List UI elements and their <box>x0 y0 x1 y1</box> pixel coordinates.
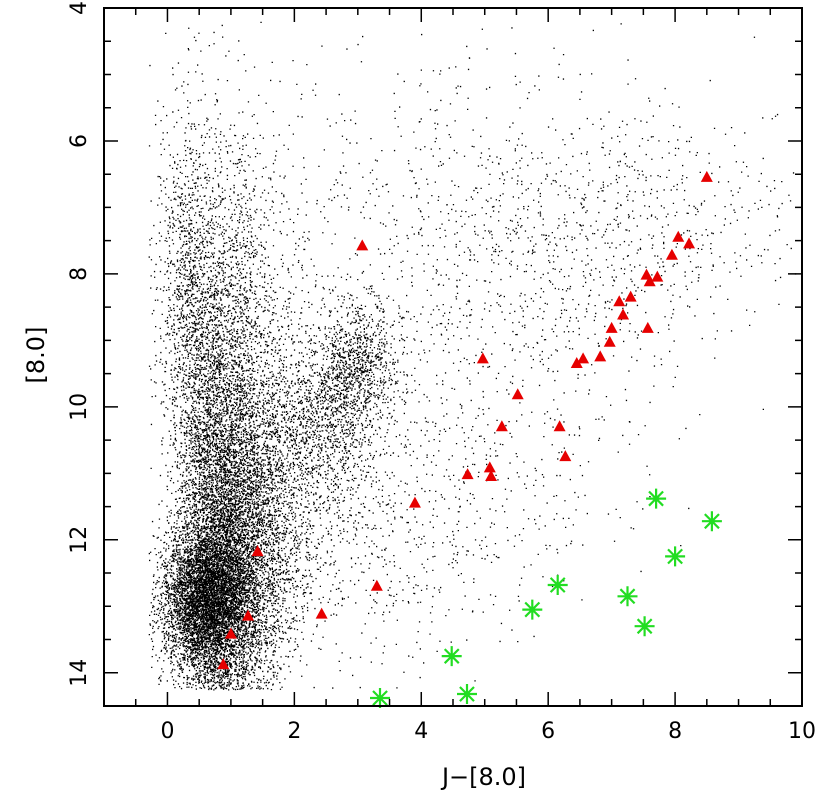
star-marker <box>617 586 638 607</box>
triangle-marker <box>651 270 664 282</box>
triangle-marker <box>643 275 656 287</box>
star-marker <box>441 646 462 667</box>
x-tick-label: 0 <box>160 719 174 744</box>
triangle-marker <box>495 420 508 432</box>
triangle-marker <box>570 357 583 369</box>
x-tick-label: 8 <box>668 719 682 744</box>
background-points <box>148 21 797 691</box>
x-tick-label: 6 <box>541 719 555 744</box>
marker-series <box>217 170 722 708</box>
triangle-marker <box>559 450 572 462</box>
triangle-marker <box>683 237 696 249</box>
triangle-marker <box>485 470 498 482</box>
star-marker <box>634 616 655 637</box>
triangle-marker <box>242 609 255 621</box>
y-tick-label: 8 <box>67 267 92 281</box>
triangle-marker <box>356 239 369 251</box>
x-tick-label: 4 <box>414 719 428 744</box>
tick-marks <box>103 7 803 707</box>
triangle-marker <box>700 170 713 182</box>
triangle-marker <box>603 335 616 347</box>
triangle-marker <box>553 420 566 432</box>
y-tick-label: 12 <box>67 526 92 554</box>
triangle-marker <box>217 658 230 670</box>
star-marker <box>370 688 390 708</box>
star-marker <box>522 599 543 620</box>
x-tick-label: 10 <box>788 719 816 744</box>
triangle-marker <box>408 496 421 508</box>
y-tick-label: 6 <box>67 134 92 148</box>
triangle-marker <box>251 545 264 557</box>
triangle-marker <box>605 321 618 333</box>
x-axis-title: J−[8.0] <box>440 763 526 791</box>
triangle-marker <box>624 290 637 302</box>
triangle-marker <box>483 461 496 473</box>
triangle-marker <box>617 308 630 320</box>
triangle-marker <box>665 248 678 260</box>
y-axis-title: [8.0] <box>22 327 50 384</box>
star-marker <box>547 575 568 595</box>
triangle-marker <box>641 321 654 333</box>
background-point-cloud <box>148 21 797 691</box>
triangle-marker <box>315 607 328 619</box>
y-tick-label: 4 <box>67 1 92 15</box>
triangle-marker <box>224 627 237 639</box>
triangle-marker <box>476 352 489 364</box>
star-marker <box>701 511 722 532</box>
red-triangle-series <box>217 170 713 670</box>
triangle-marker <box>594 350 607 362</box>
y-tick-label: 10 <box>67 393 92 421</box>
triangle-marker <box>613 295 626 307</box>
green-star-series <box>370 488 722 708</box>
y-tick-label: 14 <box>67 659 92 687</box>
star-marker <box>457 684 477 704</box>
triangle-marker <box>511 388 524 400</box>
triangle-marker <box>672 230 685 242</box>
axis-ticks <box>103 7 803 707</box>
star-marker <box>665 546 686 567</box>
tick-labels: 0 2 4 6 8 10 4 6 8 10 12 14 <box>67 1 816 744</box>
triangle-marker <box>370 579 383 591</box>
x-tick-label: 2 <box>287 719 301 744</box>
star-marker <box>646 488 667 509</box>
triangle-marker <box>577 352 590 364</box>
triangle-marker <box>461 468 474 480</box>
